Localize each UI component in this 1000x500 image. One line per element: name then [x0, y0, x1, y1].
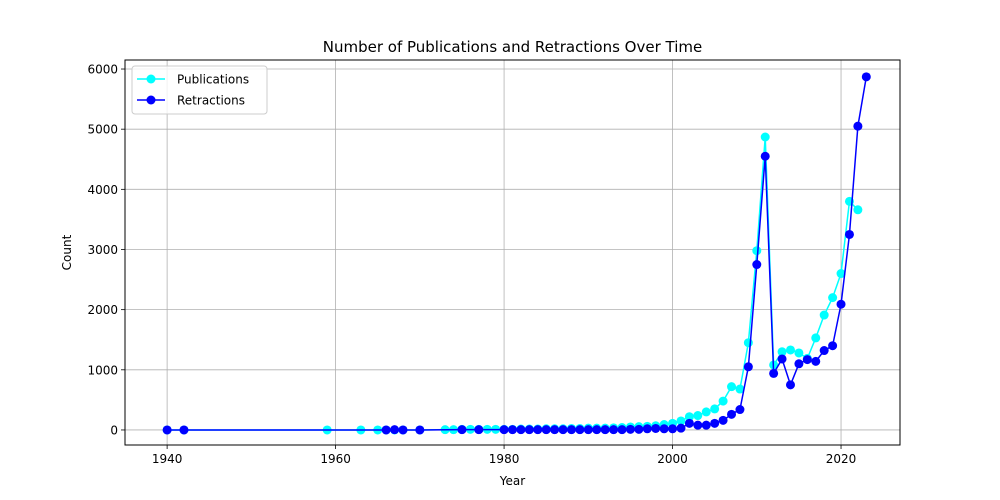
- data-point-retractions: [701, 420, 711, 430]
- data-point-publications: [676, 416, 686, 426]
- data-point-retractions: [609, 425, 619, 435]
- data-point-retractions: [760, 151, 770, 161]
- data-point-publications: [710, 404, 720, 414]
- data-point-publications: [794, 348, 804, 358]
- data-point-publications: [777, 347, 787, 357]
- data-point-retractions: [524, 425, 534, 435]
- series-retractions: [162, 72, 871, 435]
- data-point-retractions: [541, 425, 551, 435]
- data-point-retractions: [566, 425, 576, 435]
- legend: Publications Retractions: [131, 65, 268, 115]
- data-point-publications: [785, 345, 795, 355]
- data-point-retractions: [398, 425, 408, 435]
- data-point-publications: [701, 407, 711, 417]
- data-point-retractions: [592, 425, 602, 435]
- legend-label-retractions: Retractions: [177, 94, 245, 108]
- data-point-retractions: [811, 356, 821, 366]
- data-point-retractions: [785, 380, 795, 390]
- data-point-retractions: [844, 229, 854, 239]
- data-point-retractions: [651, 423, 661, 433]
- data-point-retractions: [836, 299, 846, 309]
- data-point-retractions: [583, 425, 593, 435]
- data-point-retractions: [550, 425, 560, 435]
- data-point-retractions: [625, 424, 635, 434]
- x-tick-label: 2000: [657, 452, 688, 466]
- data-point-retractions: [533, 425, 543, 435]
- data-point-publications: [752, 246, 762, 256]
- chart-title: Number of Publications and Retractions O…: [323, 38, 702, 56]
- data-point-retractions: [853, 121, 863, 131]
- data-point-retractions: [668, 424, 678, 434]
- data-point-retractions: [752, 260, 762, 270]
- data-point-publications: [811, 333, 821, 343]
- data-point-publications: [735, 384, 745, 394]
- data-point-retractions: [727, 409, 737, 419]
- data-point-retractions: [777, 354, 787, 364]
- data-point-retractions: [861, 72, 871, 82]
- data-point-retractions: [693, 420, 703, 430]
- y-tick-label: 2000: [87, 303, 118, 317]
- x-tick-label: 1940: [152, 452, 183, 466]
- data-point-retractions: [828, 341, 838, 351]
- data-point-retractions: [735, 405, 745, 415]
- data-point-retractions: [575, 425, 585, 435]
- y-tick-label: 3000: [87, 243, 118, 257]
- y-tick-label: 4000: [87, 183, 118, 197]
- data-point-retractions: [415, 425, 425, 435]
- data-point-retractions: [659, 424, 669, 434]
- data-point-retractions: [743, 362, 753, 372]
- data-point-retractions: [600, 425, 610, 435]
- data-point-retractions: [381, 425, 391, 435]
- y-tick-label: 6000: [87, 63, 118, 77]
- data-point-retractions: [819, 346, 829, 356]
- legend-box: [131, 65, 268, 115]
- data-point-publications: [743, 338, 753, 348]
- y-tick-label: 1000: [87, 363, 118, 377]
- data-point-retractions: [558, 425, 568, 435]
- data-point-publications: [760, 132, 770, 142]
- data-point-retractions: [457, 425, 467, 435]
- x-tick-label: 2020: [826, 452, 857, 466]
- data-point-retractions: [390, 425, 400, 435]
- plot-frame: [124, 59, 901, 446]
- tick-layer: 1940 1960 1980 2000 2020 0 1000 2000 3000 4000 500…: [87, 63, 856, 466]
- data-point-retractions: [179, 425, 189, 435]
- data-point-retractions: [718, 415, 728, 425]
- legend-label-publications: Publications: [177, 73, 249, 87]
- data-point-publications: [836, 269, 846, 279]
- x-axis-label: Year: [499, 474, 525, 488]
- data-point-publications: [828, 293, 838, 303]
- y-tick-label: 0: [110, 423, 118, 437]
- data-point-retractions: [676, 423, 686, 433]
- grid-layer: [125, 60, 900, 445]
- data-point-publications: [684, 412, 694, 422]
- y-tick-label: 5000: [87, 123, 118, 137]
- data-point-retractions: [710, 418, 720, 428]
- data-point-retractions: [794, 359, 804, 369]
- data-point-retractions: [769, 368, 779, 378]
- data-point-publications: [819, 310, 829, 320]
- x-tick-label: 1960: [320, 452, 351, 466]
- data-point-retractions: [474, 425, 484, 435]
- x-tick-label: 1980: [489, 452, 520, 466]
- data-point-publications: [853, 205, 863, 215]
- data-point-retractions: [617, 425, 627, 435]
- data-point-retractions: [516, 425, 526, 435]
- data-point-publications: [727, 382, 737, 392]
- legend-marker-retractions: [146, 95, 156, 105]
- data-point-retractions: [634, 424, 644, 434]
- data-point-publications: [718, 396, 728, 406]
- data-point-retractions: [499, 425, 509, 435]
- data-point-retractions: [642, 424, 652, 434]
- data-point-retractions: [684, 418, 694, 428]
- data-point-publications: [693, 411, 703, 421]
- y-axis-label: Count: [60, 234, 74, 270]
- data-point-retractions: [802, 355, 812, 365]
- data-point-retractions: [508, 425, 517, 435]
- series-layer: [162, 72, 871, 435]
- legend-marker-publications: [146, 74, 156, 84]
- data-point-retractions: [162, 425, 172, 435]
